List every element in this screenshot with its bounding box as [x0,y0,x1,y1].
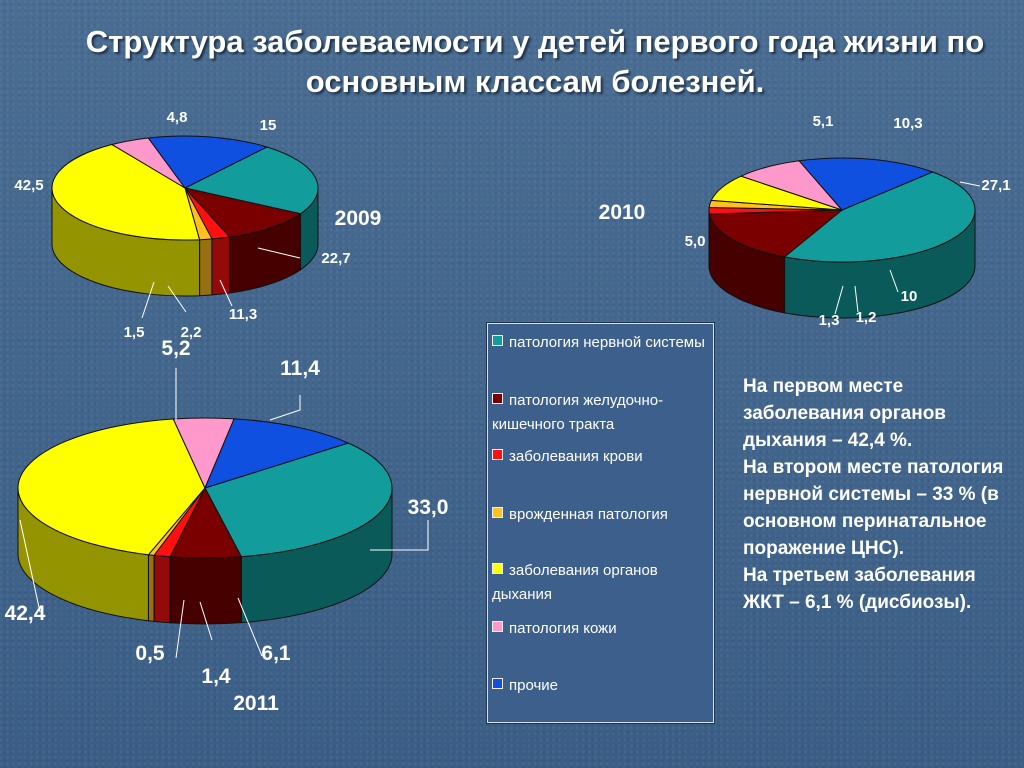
legend-label: патология нервной системы [509,334,705,351]
summary-text: На первом месте заболевания органов дыха… [743,373,1013,616]
legend-swatch [492,507,503,518]
leader-line [199,601,213,641]
leader-line [219,279,233,307]
legend-swatch [492,393,503,404]
legend-label: врожденная патология [509,506,668,523]
legend-item-blood: заболевания крови [492,445,707,469]
legend-label: патология желудочно-кишечного тракта [492,392,664,433]
data-label: 10,3 [893,115,922,132]
data-label: 4,8 [167,109,188,126]
legend-label: прочие [509,677,559,694]
data-label: 1,3 [819,312,840,329]
legend-label: патология кожи [509,620,617,637]
data-label: 1,4 [201,665,231,688]
year-label-2010: 2010 [599,201,646,224]
pie-chart-2011: 33,0 6,1 1,4 0,5 42,4 5,2 11,4 2011 [5,337,449,715]
pie-side-3 [199,238,213,297]
leader-line [167,285,187,313]
chart-legend: патология нервной системы патология желу… [487,323,714,723]
pie-slice-2009-1 [183,187,302,238]
legend-label: заболевания органов дыхания [492,562,658,603]
year-label-2011: 2011 [233,692,279,715]
pie-side-3 [147,554,155,622]
leader-line [237,597,263,657]
pie-side-1 [169,556,242,625]
pie-slice-2010-0 [783,171,976,263]
legend-item-congenital: врожденная патология [492,503,707,527]
pie-slice-2011-0 [204,442,393,558]
pie-slice-2010-6 [798,157,935,211]
data-label: 11,4 [280,357,320,380]
data-label: 27,1 [981,177,1010,194]
summary-third: На третьем заболевания ЖКТ – 6,1 % (дисб… [743,565,976,613]
pie-slice-2009-0 [183,146,319,215]
data-label: 42,4 [5,602,46,625]
legend-swatch [492,449,503,460]
pie-side-2 [211,236,231,296]
data-label: 10 [901,288,918,305]
legend-swatch [492,678,503,689]
leader-line [834,285,844,315]
leader-line [889,269,899,293]
data-label: 0,5 [135,642,165,665]
legend-item-gi: патология желудочно-кишечного тракта [492,389,707,437]
legend-label: заболевания крови [509,448,643,465]
data-label: 5,2 [161,337,190,360]
legend-swatch [492,621,503,632]
pie-slice-2011-4 [17,418,206,556]
data-label: 33,0 [408,496,449,519]
leader-line [19,519,41,613]
data-label: 5,0 [685,233,706,250]
legend-swatch [492,563,503,574]
leader-line [269,395,301,421]
data-label: 11,3 [229,306,257,323]
summary-first: На первом месте заболевания органов дыха… [743,376,946,451]
data-label: 5,1 [813,113,834,130]
leader-line [175,599,185,659]
summary-second: На втором месте патология нервной систем… [743,457,1004,559]
data-label: 1,2 [856,309,877,326]
data-label: 6,1 [261,642,291,665]
page-title: Структура заболеваемости у детей первого… [85,24,985,99]
data-label: 42,5 [14,177,43,194]
legend-item-nervous: патология нервной системы [492,331,707,355]
leader-line [959,181,981,187]
data-label: 2,2 [181,324,202,341]
pie-chart-2009: 22,7 11,3 2,2 1,5 42,5 4,8 15 2009 [14,109,381,341]
pie-slice-2010-1 [708,209,844,258]
leader-line [854,285,859,313]
year-label-2009: 2009 [335,207,382,230]
pie-slice-2011-6 [204,418,350,489]
data-label: 1,5 [124,324,145,341]
leader-line [141,281,155,319]
pie-chart-2010: 27,1 10 1,2 1,3 5,0 5,1 10,3 2010 [599,113,1011,329]
leader-line [370,520,429,551]
pie-side-2 [153,554,171,624]
data-label: 22,7 [321,250,350,267]
pie-slice-2009-4 [51,143,201,241]
legend-item-other: прочие [492,674,707,698]
legend-item-respiratory: заболевания органов дыхания [492,559,707,607]
data-label: 15 [260,117,277,134]
legend-swatch [492,335,503,346]
leader-line [257,247,301,259]
pie-slice-2009-6 [147,135,269,189]
legend-item-skin: патология кожи [492,617,707,641]
